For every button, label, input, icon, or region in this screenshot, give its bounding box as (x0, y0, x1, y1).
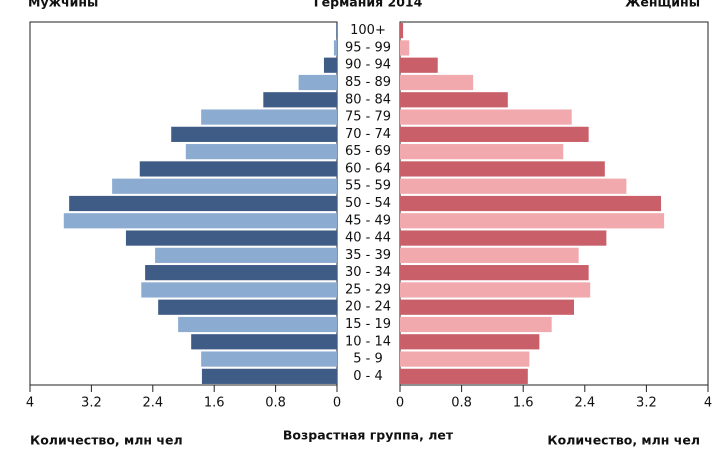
category-label: 35 - 39 (345, 248, 391, 263)
bar (63, 213, 338, 229)
chart-title: Германия 2014 (314, 0, 423, 10)
x-tick-label: 3.2 (636, 396, 657, 411)
category-axis-label: Возрастная группа, лет (283, 428, 454, 443)
bar (400, 230, 607, 246)
category-label: 50 - 54 (345, 196, 391, 211)
bar (191, 334, 337, 350)
category-label: 20 - 24 (345, 300, 391, 315)
bar (155, 247, 337, 263)
bar (263, 92, 337, 108)
bar (125, 230, 337, 246)
bar (400, 161, 605, 177)
category-label: 30 - 34 (345, 265, 391, 280)
bar (185, 144, 337, 160)
category-label: 80 - 84 (345, 92, 391, 107)
x-tick-label: 0.8 (265, 396, 286, 411)
x-tick-label: 0 (396, 396, 404, 411)
bar (400, 316, 552, 333)
bar (201, 368, 337, 384)
bar (178, 316, 337, 333)
category-label: 95 - 99 (345, 40, 391, 55)
bar (139, 161, 337, 177)
bar (400, 299, 575, 315)
x-tick-label: 0 (333, 396, 341, 411)
x-tick-label: 1.6 (204, 396, 225, 411)
category-label: 0 - 4 (353, 369, 383, 384)
bar (400, 57, 438, 73)
bar (201, 351, 337, 367)
bar (400, 247, 579, 263)
x-tick-label: 1.6 (513, 396, 534, 411)
bar (69, 195, 337, 212)
left-header: Мужчины (28, 0, 98, 10)
category-label: 10 - 14 (345, 334, 391, 349)
x-tick-label: 3.2 (81, 396, 102, 411)
category-label: 100+ (350, 23, 386, 38)
category-label: 85 - 89 (345, 75, 391, 90)
bar (201, 109, 337, 125)
bar (400, 351, 530, 367)
bar (400, 178, 627, 194)
bar (298, 74, 337, 91)
category-label: 15 - 19 (345, 317, 391, 332)
bar (400, 109, 572, 125)
category-label: 65 - 69 (345, 144, 391, 159)
bar (336, 23, 337, 39)
category-label: 75 - 79 (345, 110, 391, 125)
bar (145, 265, 337, 281)
bar (400, 368, 528, 384)
bar (400, 23, 404, 39)
bar (400, 265, 589, 281)
bar (400, 282, 591, 298)
bar (112, 178, 337, 194)
bar (400, 144, 564, 160)
category-label: 45 - 49 (345, 213, 391, 228)
bar (323, 57, 337, 73)
x-tick-label: 4 (704, 396, 712, 411)
bar (333, 40, 337, 56)
right-header: Женщины (625, 0, 700, 10)
category-label: 5 - 9 (353, 352, 383, 367)
bar (158, 299, 337, 315)
bar (141, 282, 337, 298)
x-tick-label: 2.4 (574, 396, 595, 411)
bar (400, 195, 662, 212)
category-label: 55 - 59 (345, 179, 391, 194)
bar (171, 126, 337, 142)
category-label: 25 - 29 (345, 282, 391, 297)
x-axis-label: Количество, млн чел (547, 433, 700, 448)
bar (400, 334, 540, 350)
bar (400, 92, 508, 108)
category-label: 90 - 94 (345, 58, 391, 73)
x-tick-label: 0.8 (451, 396, 472, 411)
bar (400, 40, 410, 56)
x-axis-label: Количество, млн чел (30, 433, 183, 448)
bar (400, 74, 474, 91)
bar (400, 126, 589, 142)
category-label: 60 - 64 (345, 161, 391, 176)
x-tick-label: 4 (26, 396, 34, 411)
bar (400, 213, 665, 229)
category-label: 40 - 44 (345, 231, 391, 246)
x-tick-label: 2.4 (142, 396, 163, 411)
category-label: 70 - 74 (345, 127, 391, 142)
